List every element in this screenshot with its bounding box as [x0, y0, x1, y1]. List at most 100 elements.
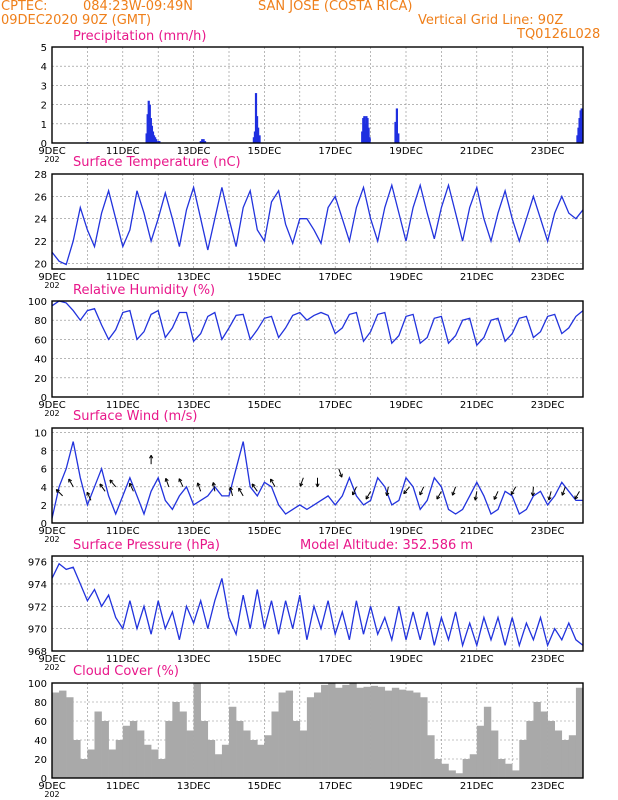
cloud-cover-bar [257, 744, 265, 778]
cloud-cover-bar [87, 749, 95, 778]
cloud-cover-bar [221, 744, 230, 778]
wind-arrow [561, 486, 566, 496]
wind-arrow [109, 479, 117, 488]
wind-arrow [178, 478, 184, 488]
rh-ytick-label: 80 [34, 316, 47, 327]
cloud-cover-bar [172, 702, 180, 778]
cloud-cover-bar [59, 690, 67, 778]
wind-xtick-label: 23DEC [531, 526, 565, 537]
precip-bar [395, 108, 398, 143]
cloud-cover-bar [66, 697, 74, 778]
temp-ytick-label: 22 [34, 237, 47, 248]
rh-ytick-label: 40 [34, 355, 47, 366]
pres-xtick-label: 9DEC [38, 654, 65, 665]
cloud-cover-bar [229, 706, 237, 778]
precip-xtick-label: 21DEC [460, 146, 494, 157]
rh-xtick-year: 202 [44, 409, 59, 418]
wind-arrow [419, 486, 425, 496]
pres-xtick-label: 13DEC [177, 654, 211, 665]
rh-series-line [51, 300, 584, 347]
precip-ytick-label: 5 [41, 43, 47, 54]
wind-arrow-head [109, 479, 112, 484]
cloud-cover-bar [568, 735, 577, 778]
wind-arrow [129, 482, 134, 492]
cloud-cover-bar [285, 690, 294, 778]
cloud-cover-bar [73, 740, 81, 778]
wind-arrow [238, 487, 244, 497]
precip-xtick-label: 17DEC [318, 146, 352, 157]
pres-xtick-label: 17DEC [318, 654, 352, 665]
wind-arrow [386, 486, 389, 496]
cloud-cover-bar [505, 763, 513, 778]
temp-series-line [51, 182, 584, 266]
cloud-cover-bar [455, 773, 463, 778]
wind-arrow-head [493, 497, 498, 500]
wind-xtick-label: 21DEC [460, 526, 494, 537]
wind-arrow [165, 478, 170, 487]
wind-arrow-head [452, 492, 456, 496]
cloud-ytick-label: 60 [34, 717, 47, 728]
pres-ytick-label: 972 [28, 602, 47, 613]
wind-arrow [403, 486, 410, 495]
precip-xtick-label: 11DEC [106, 146, 140, 157]
precip-xtick-label: 15DEC [248, 146, 282, 157]
precip-bar [397, 133, 400, 143]
cloud-xtick-label: 23DEC [531, 781, 565, 792]
temp-xtick-label: 17DEC [318, 272, 352, 283]
pres-xtick-year: 202 [44, 663, 59, 672]
wind-arrow [55, 489, 63, 497]
wind-arrow [68, 478, 74, 488]
wind-arrow [229, 487, 234, 496]
wind-xtick-label: 15DEC [248, 526, 282, 537]
temp-xtick-label: 9DEC [38, 272, 65, 283]
title-temperature: Surface Temperature (nC) [73, 155, 241, 170]
cloud-cover-bar [264, 735, 272, 778]
rh-xtick-label: 23DEC [531, 400, 565, 411]
precip-bar [394, 121, 397, 143]
cloud-cover-bar [101, 721, 109, 778]
header-run: 09DEC2020 90Z (GMT) [1, 13, 152, 28]
cloud-cover-bar [342, 684, 350, 778]
precip-bar [258, 135, 261, 143]
cloud-xtick-year: 202 [44, 790, 59, 799]
precip-xtick-label: 23DEC [531, 146, 565, 157]
cloud-cover-bar [349, 683, 357, 778]
cloud-cover-bar [122, 725, 131, 778]
wind-ytick-label: 4 [41, 483, 47, 494]
wind-arrow [99, 483, 106, 492]
wind-arrow-head [317, 483, 320, 488]
temp-xtick-label: 21DEC [460, 272, 494, 283]
wind-arrow [452, 486, 457, 496]
wind-arrow [474, 491, 478, 501]
cloud-cover-bar [434, 759, 442, 778]
model-altitude: Model Altitude: 352.586 m [300, 538, 474, 553]
wind-arrow-head [211, 482, 214, 486]
temp-xtick-label: 23DEC [531, 272, 565, 283]
wind-arrow [352, 486, 357, 496]
wind-arrow [338, 468, 343, 478]
wind-arrow-head [436, 496, 441, 500]
cloud-cover-bar [391, 687, 400, 778]
wind-arrow-head [561, 492, 566, 496]
cloud-cover-bar [547, 721, 555, 778]
precip-xtick-label: 9DEC [38, 146, 65, 157]
cloud-cover-bar [328, 683, 336, 778]
cloud-cover-bar [144, 744, 152, 778]
cloud-xtick-label: 11DEC [106, 781, 140, 792]
precip-xtick-label: 19DEC [389, 146, 423, 157]
cloud-cover-bar [214, 754, 223, 778]
title-pressure: Surface Pressure (hPa) [73, 538, 220, 553]
wind-arrow [270, 478, 276, 488]
cloud-cover-bar [519, 740, 527, 778]
cloud-cover-bar [441, 763, 449, 778]
cloud-cover-bar [490, 730, 499, 778]
pres-ytick-label: 974 [28, 580, 47, 591]
wind-arrow-head [574, 496, 579, 500]
cloud-frame [51, 682, 584, 779]
cloud-cover-bar [398, 689, 407, 778]
cloud-cover-bar [115, 740, 124, 778]
cloud-cover-bar [80, 759, 88, 778]
cloud-cover-bar [313, 692, 322, 778]
cloud-cover-bar [448, 770, 456, 778]
